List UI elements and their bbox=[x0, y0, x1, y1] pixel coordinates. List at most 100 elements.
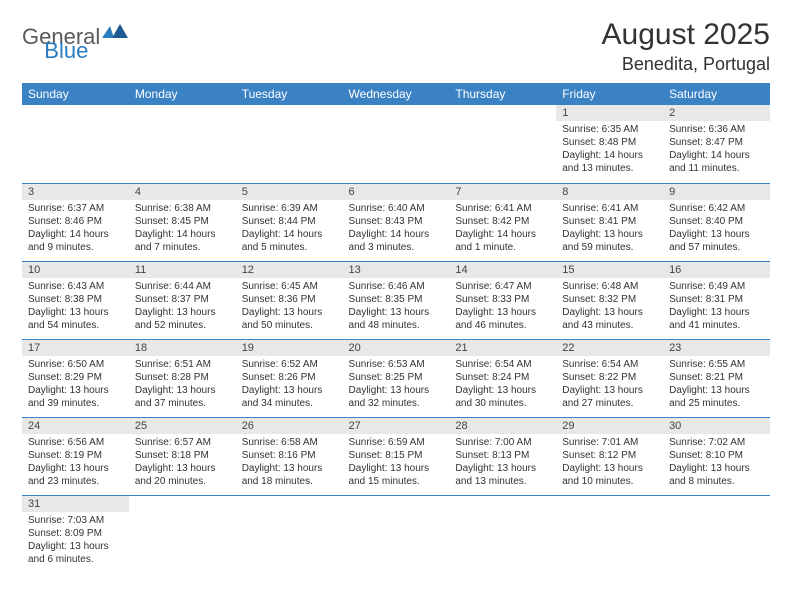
sunrise-text: Sunrise: 6:39 AM bbox=[242, 202, 337, 215]
sunset-text: Sunset: 8:19 PM bbox=[28, 449, 123, 462]
day-content: Sunrise: 7:00 AMSunset: 8:13 PMDaylight:… bbox=[449, 434, 556, 492]
calendar-cell bbox=[236, 495, 343, 573]
day-number: 3 bbox=[22, 184, 129, 200]
calendar-week: 24Sunrise: 6:56 AMSunset: 8:19 PMDayligh… bbox=[22, 417, 770, 495]
day-number: 5 bbox=[236, 184, 343, 200]
sunrise-text: Sunrise: 6:46 AM bbox=[349, 280, 444, 293]
daylight-text: Daylight: 13 hours and 37 minutes. bbox=[135, 384, 230, 410]
sunset-text: Sunset: 8:18 PM bbox=[135, 449, 230, 462]
calendar-cell: 9Sunrise: 6:42 AMSunset: 8:40 PMDaylight… bbox=[663, 183, 770, 261]
daylight-text: Daylight: 13 hours and 54 minutes. bbox=[28, 306, 123, 332]
calendar-week: 17Sunrise: 6:50 AMSunset: 8:29 PMDayligh… bbox=[22, 339, 770, 417]
sunrise-text: Sunrise: 6:55 AM bbox=[669, 358, 764, 371]
sunrise-text: Sunrise: 6:45 AM bbox=[242, 280, 337, 293]
logo-text-blue: Blue bbox=[44, 38, 88, 63]
calendar-week: 3 Sunrise: 6:37 AMSunset: 8:46 PM Daylight… bbox=[22, 183, 770, 261]
day-content: Sunrise: 6:58 AMSunset: 8:16 PMDaylight:… bbox=[236, 434, 343, 492]
day-number: 23 bbox=[663, 340, 770, 356]
calendar-cell: 5Sunrise: 6:39 AMSunset: 8:44 PMDaylight… bbox=[236, 183, 343, 261]
sunrise-text: Sunrise: 6:51 AM bbox=[135, 358, 230, 371]
daylight-text: Daylight: 14 hours and 7 minutes. bbox=[135, 228, 230, 254]
sunset-text: Sunset: 8:45 PM bbox=[135, 215, 230, 228]
daylight-text: Daylight: 13 hours and 39 minutes. bbox=[28, 384, 123, 410]
sunrise-text: Sunrise: 6:42 AM bbox=[669, 202, 764, 215]
day-number: 26 bbox=[236, 418, 343, 434]
calendar-cell: 13Sunrise: 6:46 AMSunset: 8:35 PMDayligh… bbox=[343, 261, 450, 339]
day-number: 15 bbox=[556, 262, 663, 278]
calendar-cell bbox=[343, 495, 450, 573]
sunset-text: Sunset: 8:41 PM bbox=[562, 215, 657, 228]
calendar-cell: 21Sunrise: 6:54 AMSunset: 8:24 PMDayligh… bbox=[449, 339, 556, 417]
sunset-text: Sunset: 8:48 PM bbox=[562, 136, 657, 149]
day-content: Sunrise: 7:01 AMSunset: 8:12 PMDaylight:… bbox=[556, 434, 663, 492]
day-content: Sunrise: 6:56 AMSunset: 8:19 PMDaylight:… bbox=[22, 434, 129, 492]
sunrise-text: Sunrise: 6:58 AM bbox=[242, 436, 337, 449]
day-content: Sunrise: 7:02 AMSunset: 8:10 PMDaylight:… bbox=[663, 434, 770, 492]
day-content: Sunrise: 6:49 AMSunset: 8:31 PMDaylight:… bbox=[663, 278, 770, 336]
day-number: 18 bbox=[129, 340, 236, 356]
day-number: 14 bbox=[449, 262, 556, 278]
daylight-text: Daylight: 13 hours and 15 minutes. bbox=[349, 462, 444, 488]
calendar-cell: 25Sunrise: 6:57 AMSunset: 8:18 PMDayligh… bbox=[129, 417, 236, 495]
sunset-text: Sunset: 8:38 PM bbox=[28, 293, 123, 306]
day-number: 2 bbox=[663, 105, 770, 121]
sunrise-text: Sunrise: 6:59 AM bbox=[349, 436, 444, 449]
calendar-week: 1Sunrise: 6:35 AMSunset: 8:48 PMDaylight… bbox=[22, 105, 770, 183]
daylight-text: Daylight: 14 hours and 1 minute. bbox=[455, 228, 550, 254]
calendar-table: SundayMondayTuesdayWednesdayThursdayFrid… bbox=[22, 83, 770, 573]
day-number: 20 bbox=[343, 340, 450, 356]
day-content: Sunrise: 6:54 AMSunset: 8:24 PMDaylight:… bbox=[449, 356, 556, 414]
day-header: Monday bbox=[129, 83, 236, 105]
calendar-cell: 20Sunrise: 6:53 AMSunset: 8:25 PMDayligh… bbox=[343, 339, 450, 417]
sunrise-text: Sunrise: 6:41 AM bbox=[562, 202, 657, 215]
calendar-cell: 18Sunrise: 6:51 AMSunset: 8:28 PMDayligh… bbox=[129, 339, 236, 417]
sunset-text: Sunset: 8:47 PM bbox=[669, 136, 764, 149]
daylight-text: Daylight: 13 hours and 46 minutes. bbox=[455, 306, 550, 332]
daylight-text: Daylight: 14 hours and 13 minutes. bbox=[562, 149, 657, 175]
flag-icon bbox=[102, 24, 128, 47]
daylight-text: Daylight: 13 hours and 57 minutes. bbox=[669, 228, 764, 254]
day-content: Sunrise: 6:59 AMSunset: 8:15 PMDaylight:… bbox=[343, 434, 450, 492]
daylight-text: Daylight: 13 hours and 41 minutes. bbox=[669, 306, 764, 332]
day-content: Sunrise: 6:51 AMSunset: 8:28 PMDaylight:… bbox=[129, 356, 236, 414]
sunset-text: Sunset: 8:16 PM bbox=[242, 449, 337, 462]
calendar-cell: 16Sunrise: 6:49 AMSunset: 8:31 PMDayligh… bbox=[663, 261, 770, 339]
sunrise-text: Sunrise: 6:56 AM bbox=[28, 436, 123, 449]
daylight-text: Daylight: 13 hours and 20 minutes. bbox=[135, 462, 230, 488]
daylight-text: Daylight: 13 hours and 10 minutes. bbox=[562, 462, 657, 488]
sunrise-text: Sunrise: 6:50 AM bbox=[28, 358, 123, 371]
sunrise-text: Sunrise: 6:43 AM bbox=[28, 280, 123, 293]
daylight-text: Daylight: 13 hours and 48 minutes. bbox=[349, 306, 444, 332]
calendar-cell: 22Sunrise: 6:54 AMSunset: 8:22 PMDayligh… bbox=[556, 339, 663, 417]
sunset-text: Sunset: 8:12 PM bbox=[562, 449, 657, 462]
day-content: Sunrise: 6:52 AMSunset: 8:26 PMDaylight:… bbox=[236, 356, 343, 414]
day-number: 21 bbox=[449, 340, 556, 356]
calendar-cell: 17Sunrise: 6:50 AMSunset: 8:29 PMDayligh… bbox=[22, 339, 129, 417]
sunset-text: Sunset: 8:32 PM bbox=[562, 293, 657, 306]
daylight-text: Daylight: 13 hours and 6 minutes. bbox=[28, 540, 123, 566]
day-number: 1 bbox=[556, 105, 663, 121]
day-number: 19 bbox=[236, 340, 343, 356]
calendar-cell: 24Sunrise: 6:56 AMSunset: 8:19 PMDayligh… bbox=[22, 417, 129, 495]
calendar-cell bbox=[129, 105, 236, 183]
day-number: 9 bbox=[663, 184, 770, 200]
day-number: 6 bbox=[343, 184, 450, 200]
calendar-cell: 2Sunrise: 6:36 AMSunset: 8:47 PMDaylight… bbox=[663, 105, 770, 183]
daylight-text: Daylight: 14 hours and 11 minutes. bbox=[669, 149, 764, 175]
day-content: Sunrise: 6:54 AMSunset: 8:22 PMDaylight:… bbox=[556, 356, 663, 414]
day-content: Sunrise: 6:57 AMSunset: 8:18 PMDaylight:… bbox=[129, 434, 236, 492]
sunset-text: Sunset: 8:13 PM bbox=[455, 449, 550, 462]
day-content: Sunrise: 6:40 AMSunset: 8:43 PMDaylight:… bbox=[343, 200, 450, 258]
sunset-text: Sunset: 8:46 PM bbox=[28, 215, 123, 228]
calendar-cell: 30Sunrise: 7:02 AMSunset: 8:10 PMDayligh… bbox=[663, 417, 770, 495]
day-number: 25 bbox=[129, 418, 236, 434]
day-number: 31 bbox=[22, 496, 129, 512]
daylight-text: Daylight: 13 hours and 52 minutes. bbox=[135, 306, 230, 332]
calendar-cell: 31Sunrise: 7:03 AMSunset: 8:09 PMDayligh… bbox=[22, 495, 129, 573]
day-number: 4 bbox=[129, 184, 236, 200]
sunrise-text: Sunrise: 6:37 AM bbox=[28, 202, 123, 215]
sunrise-text: Sunrise: 6:54 AM bbox=[562, 358, 657, 371]
sunset-text: Sunset: 8:26 PM bbox=[242, 371, 337, 384]
day-content: Sunrise: 6:41 AMSunset: 8:41 PMDaylight:… bbox=[556, 200, 663, 258]
sunrise-text: Sunrise: 6:49 AM bbox=[669, 280, 764, 293]
